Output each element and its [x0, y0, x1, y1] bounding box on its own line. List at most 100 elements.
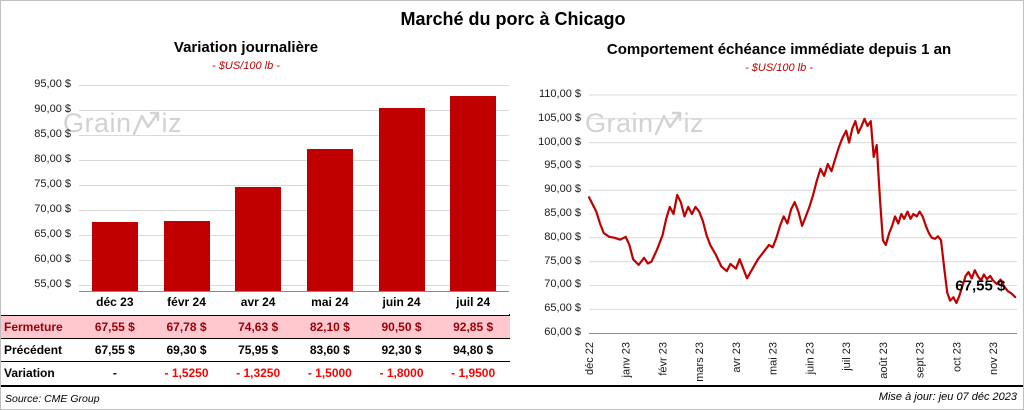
table-cell: 67,55 $ [94, 343, 135, 357]
table-cell: 75,95 $ [238, 343, 279, 357]
bar-y-tick-label: 75,00 $ [34, 177, 71, 190]
line-x-label: août 23 [878, 342, 890, 379]
bar-x-label: mai 24 [311, 295, 349, 309]
bar-gridline [79, 284, 509, 286]
watermark-text-iz: iz [683, 108, 705, 138]
source-note: Source: CME Group [5, 393, 100, 405]
summary-table-row: Variation - - 1,5250 - 1,3250 - 1,5000 - 1,80… [1, 361, 510, 385]
line-y-tick-label: 95,00 $ [544, 159, 581, 172]
bar-chart-title: Variation journalière [173, 39, 319, 56]
table-cell: - 1,8000 [379, 366, 424, 380]
line-x-label: juil 23 [841, 342, 853, 372]
line-x-axis: déc 22 janv 23 févr 23 mars 23 avr 23 mai 23 j… [584, 342, 1000, 382]
bar-y-tick-label: 90,00 $ [34, 103, 71, 115]
bar-gridline [79, 134, 509, 136]
bar-x-label: juil 24 [456, 295, 491, 309]
bar-gridline [79, 85, 509, 86]
line-chart-subtitle: - $US/100 lb - [745, 62, 813, 74]
last-price-annotation: 67,55 $ [955, 277, 1006, 295]
line-y-tick-label: 70,00 $ [544, 278, 581, 291]
bar-plot-area [79, 85, 509, 292]
updated-note: Mise à jour: jeu 07 déc 2023 [878, 391, 1017, 403]
watermark-text-grain: Grain [63, 108, 132, 138]
bar-x-label: déc 23 [96, 295, 134, 309]
bar-gridline [79, 259, 509, 261]
bar-chart-subtitle: - $US/100 lb - [212, 60, 280, 72]
table-cell: - 1,3250 [236, 366, 281, 380]
bar-gridline [79, 209, 509, 211]
grainwiz-watermark: Grain iz [585, 109, 704, 137]
table-cell: - [112, 366, 117, 380]
table-cell: 69,30 $ [166, 343, 207, 357]
line-y-tick-label: 60,00 $ [544, 326, 581, 338]
grainwiz-watermark: Grain iz [63, 109, 182, 137]
bar-y-tick-label: 60,00 $ [34, 252, 71, 265]
bar [91, 222, 138, 291]
line-x-label: mars 23 [694, 342, 706, 382]
line-y-tick-label: 90,00 $ [544, 183, 581, 196]
bar-y-tick-label: 85,00 $ [34, 127, 71, 140]
line-y-tick-label: 110,00 $ [538, 88, 581, 100]
row-label: Variation [4, 366, 55, 380]
bar-gridline [79, 110, 509, 111]
line-y-tick-label: 65,00 $ [544, 302, 581, 315]
bar-gridline [79, 159, 509, 161]
line-x-label: mai 23 [768, 342, 780, 375]
line-chart-title: Comportement échéance immédiate depuis 1… [606, 41, 952, 58]
row-label: Fermeture [4, 320, 63, 334]
line-x-label: avr 23 [731, 342, 743, 373]
table-cell: 92,85 $ [453, 320, 494, 334]
summary-table-row: Précédent 67,55 $ 69,30 $ 75,95 $ 83,60 $ 92,… [1, 338, 510, 362]
bar [235, 186, 282, 291]
line-x-label: oct 23 [951, 342, 963, 372]
line-x-label: févr 23 [658, 342, 670, 376]
line-y-tick-label: 75,00 $ [544, 254, 581, 267]
watermark-text-grain: Grain [585, 108, 654, 138]
bar-gridline [79, 234, 509, 236]
summary-table-row: Fermeture 67,55 $ 67,78 $ 74,63 $ 82,10 $ 90,… [1, 315, 510, 339]
bar-gridline [79, 184, 509, 186]
table-cell: 90,50 $ [381, 320, 422, 334]
line-x-label: sept 23 [915, 342, 927, 378]
line-x-label: nov 23 [988, 342, 1000, 375]
zigzag-chart-icon [132, 111, 159, 136]
bar [163, 220, 210, 291]
table-cell: 83,60 $ [309, 343, 350, 357]
line-y-tick-label: 100,00 $ [538, 135, 581, 148]
bar-y-tick-label: 70,00 $ [34, 202, 71, 215]
table-cell: - 1,5000 [307, 366, 352, 380]
bar [306, 149, 353, 291]
line-x-label: déc 22 [584, 342, 596, 375]
line-x-label: janv 23 [621, 342, 633, 378]
row-label: Précédent [4, 343, 63, 357]
price-line [587, 117, 1017, 305]
table-cell: 94,80 $ [453, 343, 494, 357]
bar-y-tick-label: 65,00 $ [34, 227, 71, 240]
bar-x-label: avr 24 [240, 295, 276, 309]
price-line-chart [587, 94, 1017, 310]
bar-y-tick-label: 80,00 $ [34, 152, 71, 165]
bar-x-label: juin 24 [382, 295, 421, 309]
table-cell: 92,30 $ [381, 343, 422, 357]
table-cell: 67,55 $ [94, 320, 135, 334]
bar [378, 107, 425, 291]
line-plot-area [587, 94, 1017, 334]
page-title: Marché du porc à Chicago [400, 9, 626, 29]
table-cell: 82,10 $ [309, 320, 350, 334]
line-y-tick-label: 105,00 $ [538, 111, 581, 124]
table-cell: - 1,9500 [451, 366, 496, 380]
watermark-text-iz: iz [161, 108, 183, 138]
bar [450, 95, 497, 291]
line-y-tick-label: 80,00 $ [544, 230, 581, 243]
bar-y-tick-label: 55,00 $ [34, 277, 71, 290]
bar-y-tick-label: 95,00 $ [34, 78, 71, 90]
line-y-tick-label: 85,00 $ [544, 207, 581, 219]
footer-divider [1, 385, 1023, 387]
table-cell: - 1,5250 [164, 366, 209, 380]
bar-x-label: févr 24 [167, 295, 206, 309]
zigzag-chart-icon [654, 111, 681, 136]
table-cell: 67,78 $ [166, 320, 207, 334]
line-x-label: juin 23 [804, 342, 816, 375]
table-cell: 74,63 $ [238, 320, 279, 334]
